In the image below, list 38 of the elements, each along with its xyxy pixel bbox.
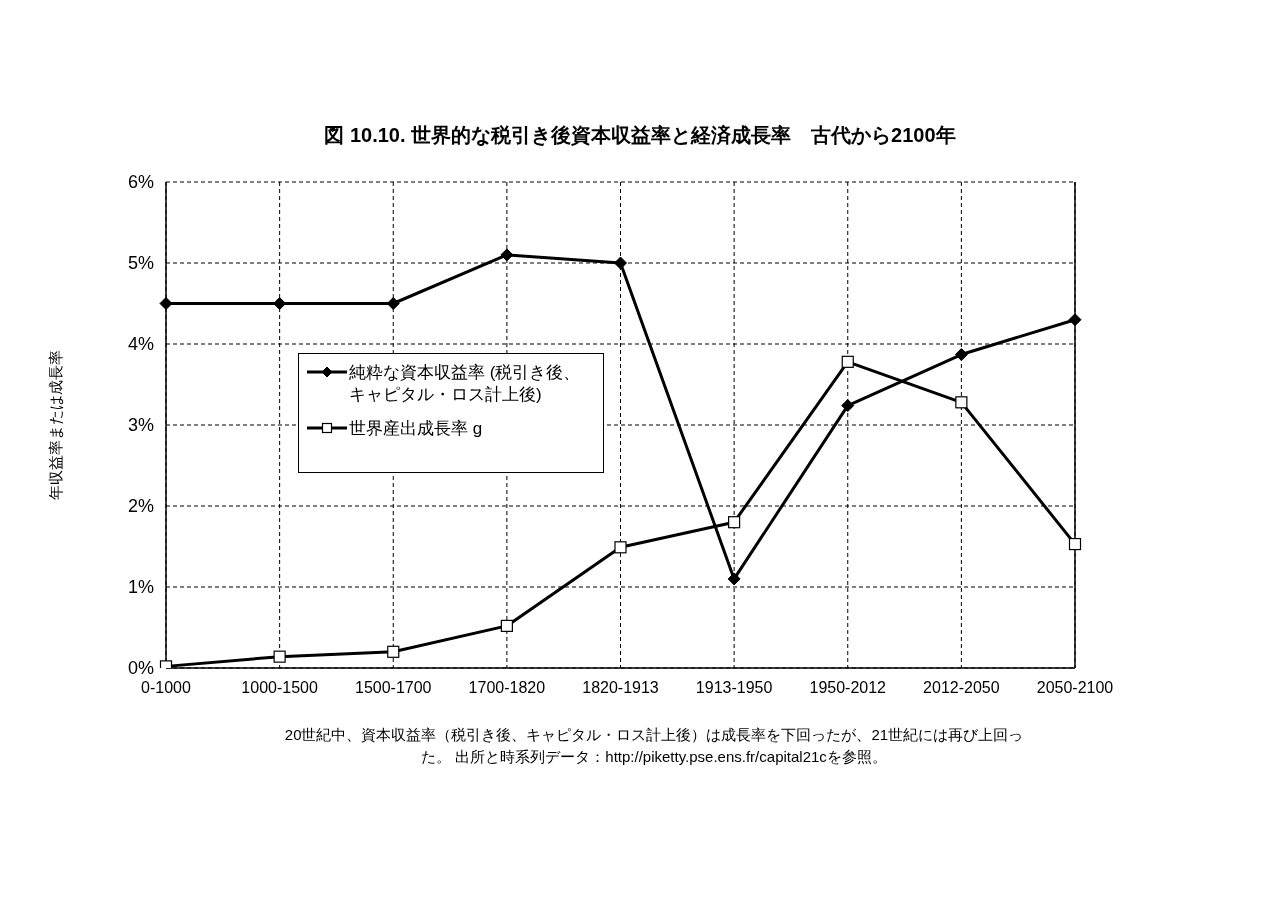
point bbox=[614, 256, 627, 270]
point bbox=[728, 516, 741, 529]
point bbox=[841, 399, 855, 413]
y-tick-label: 5% bbox=[127, 253, 154, 274]
y-tick-label: 3% bbox=[127, 415, 154, 436]
point bbox=[387, 645, 400, 658]
text: 20世紀中、資本収益率（税引き後、キャピタル・ロス計上後）は成長率を下回ったが、21世紀には再び上回った。 出所と時系列データ：http://piketty.pse.ens.fr/capital21cを参照。 bbox=[283, 725, 1025, 767]
x-tick-label: 1820-1913 bbox=[582, 679, 659, 697]
x-tick-label: 1500-1700 bbox=[354, 679, 432, 697]
point bbox=[386, 297, 400, 310]
x-tick-label: 2050-2100 bbox=[1036, 679, 1114, 697]
chart-title: 図 10.10. 世界的な税引き後資本収益率と経済成長率 古代から2100年 bbox=[323, 123, 957, 148]
point bbox=[1068, 537, 1082, 551]
x-tick-label: 1913-1950 bbox=[695, 679, 773, 697]
y-tick-label: 1% bbox=[127, 577, 154, 598]
y-tick-label: 4% bbox=[127, 334, 154, 355]
point bbox=[727, 572, 741, 586]
point bbox=[954, 348, 968, 362]
point bbox=[500, 248, 514, 262]
point bbox=[614, 541, 627, 554]
legend-label: 純粋な資本収益率 (税引き後、キャピタル・ロス計上後) bbox=[349, 362, 582, 406]
x-tick-label: 2012-2050 bbox=[923, 679, 1000, 697]
x-tick-label: 0-1000 bbox=[141, 679, 192, 697]
legend-label: 世界産出成長率 g bbox=[349, 418, 484, 440]
point bbox=[273, 297, 287, 310]
y-tick-label: 6% bbox=[127, 172, 154, 193]
point bbox=[500, 619, 513, 632]
point bbox=[955, 396, 968, 409]
point bbox=[841, 355, 854, 368]
y-tick-label: 2% bbox=[127, 496, 154, 517]
y-axis-title: 年収益率または成長率 bbox=[47, 350, 65, 500]
y-tick-label: 0% bbox=[127, 658, 154, 679]
x-tick-label: 1700-1820 bbox=[468, 679, 546, 697]
point bbox=[159, 297, 173, 310]
point bbox=[1068, 313, 1082, 327]
point bbox=[273, 650, 286, 663]
x-tick-label: 1950-2012 bbox=[809, 679, 887, 697]
x-tick-label: 1000-1500 bbox=[241, 679, 318, 697]
